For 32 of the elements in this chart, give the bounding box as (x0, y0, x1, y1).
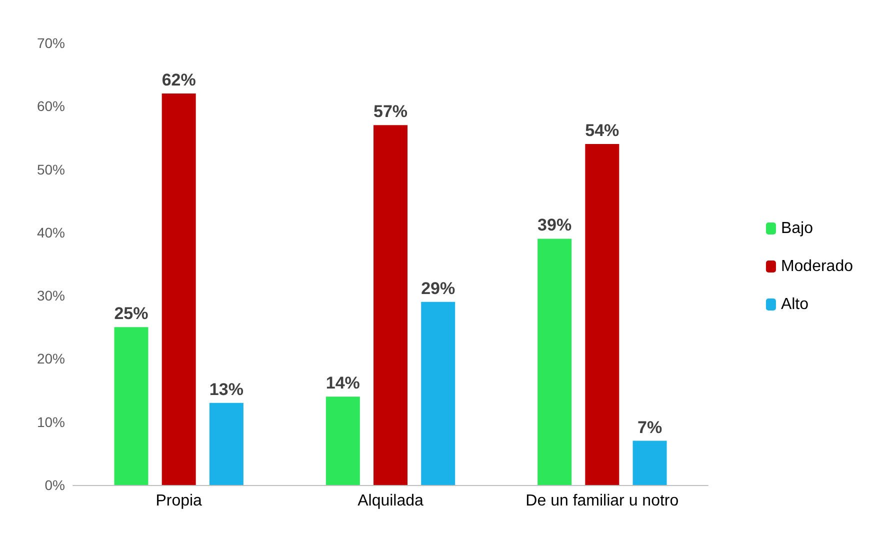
y-tick-label: 0% (44, 477, 65, 493)
legend-label: Bajo (780, 220, 814, 237)
bar (374, 125, 408, 485)
y-tick-label: 70% (36, 35, 65, 51)
y-tick-label: 30% (36, 288, 65, 304)
x-tick-label: Alquilada (358, 492, 424, 510)
legend-label: Alto (780, 296, 809, 313)
bar (326, 396, 360, 485)
data-label: 39% (538, 216, 572, 235)
data-label: 14% (326, 374, 360, 393)
bar (114, 327, 148, 485)
data-label: 13% (209, 380, 244, 399)
y-tick-label: 50% (36, 161, 65, 178)
y-tick-label: 40% (36, 224, 65, 240)
data-label: 29% (421, 278, 456, 298)
bar (585, 144, 620, 485)
y-tick-label: 10% (36, 414, 65, 430)
bar (209, 402, 244, 485)
data-label: 57% (373, 102, 408, 122)
y-tick-label: 60% (36, 98, 65, 114)
data-label: 62% (162, 70, 196, 90)
x-tick-label: De un familiar u notro (526, 492, 679, 510)
bar (538, 238, 572, 485)
bar (421, 302, 456, 485)
bar (162, 94, 196, 485)
legend-label: Moderado (780, 258, 854, 275)
x-tick-label: Propia (156, 492, 202, 510)
data-label: 7% (637, 418, 662, 437)
data-label: 25% (114, 304, 148, 324)
bar (632, 440, 667, 485)
y-tick-label: 20% (36, 350, 65, 367)
data-label: 54% (585, 121, 620, 140)
